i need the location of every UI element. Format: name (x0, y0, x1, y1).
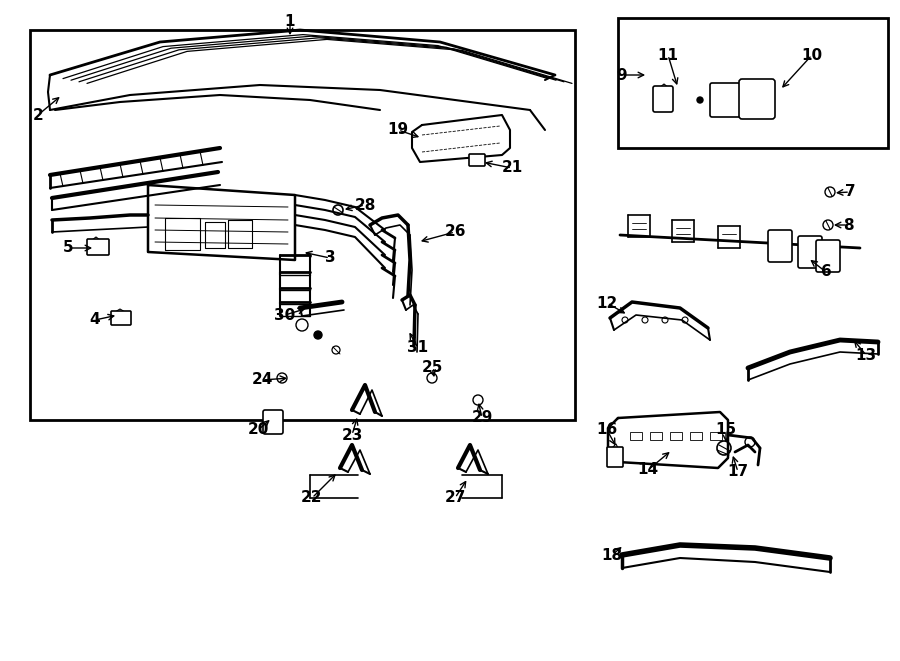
Text: 2: 2 (32, 108, 43, 122)
Text: 22: 22 (302, 490, 323, 506)
Text: 15: 15 (716, 422, 736, 438)
Text: 27: 27 (445, 490, 465, 506)
Text: 18: 18 (601, 547, 623, 563)
Text: 31: 31 (408, 340, 428, 356)
FancyBboxPatch shape (87, 239, 109, 255)
Circle shape (697, 97, 703, 103)
Text: 28: 28 (355, 198, 375, 212)
FancyBboxPatch shape (111, 311, 131, 325)
Text: 30: 30 (274, 307, 295, 323)
Text: 23: 23 (341, 428, 363, 442)
FancyBboxPatch shape (607, 447, 623, 467)
Circle shape (314, 331, 322, 339)
FancyBboxPatch shape (263, 410, 283, 434)
Text: 1: 1 (284, 15, 295, 30)
Bar (690, 432, 702, 440)
Text: 14: 14 (637, 463, 659, 477)
FancyBboxPatch shape (739, 79, 775, 119)
Text: 6: 6 (821, 264, 832, 280)
FancyBboxPatch shape (816, 240, 840, 272)
Bar (30, 30, 575, 420)
FancyBboxPatch shape (710, 83, 740, 117)
Bar (630, 432, 642, 440)
Text: 16: 16 (597, 422, 617, 438)
Bar (650, 432, 662, 440)
Text: 4: 4 (90, 313, 100, 327)
Text: 21: 21 (501, 161, 523, 176)
Text: 13: 13 (855, 348, 877, 362)
Text: 8: 8 (842, 217, 853, 233)
Text: 10: 10 (801, 48, 823, 63)
Text: 20: 20 (248, 422, 269, 438)
FancyBboxPatch shape (653, 86, 673, 112)
Text: 26: 26 (445, 225, 466, 239)
Text: 3: 3 (325, 251, 336, 266)
Text: 7: 7 (845, 184, 855, 200)
Text: 12: 12 (597, 295, 617, 311)
FancyBboxPatch shape (768, 230, 792, 262)
Text: 17: 17 (727, 465, 749, 479)
Text: 29: 29 (472, 410, 492, 426)
Text: 5: 5 (63, 241, 73, 256)
Text: 11: 11 (658, 48, 679, 63)
Bar (670, 432, 682, 440)
Bar (618, 18, 888, 148)
FancyBboxPatch shape (469, 154, 485, 166)
Text: 9: 9 (616, 67, 627, 83)
Bar (710, 432, 722, 440)
Text: 19: 19 (387, 122, 409, 137)
FancyBboxPatch shape (798, 236, 822, 268)
Text: 25: 25 (421, 360, 443, 375)
Text: 24: 24 (251, 373, 273, 387)
